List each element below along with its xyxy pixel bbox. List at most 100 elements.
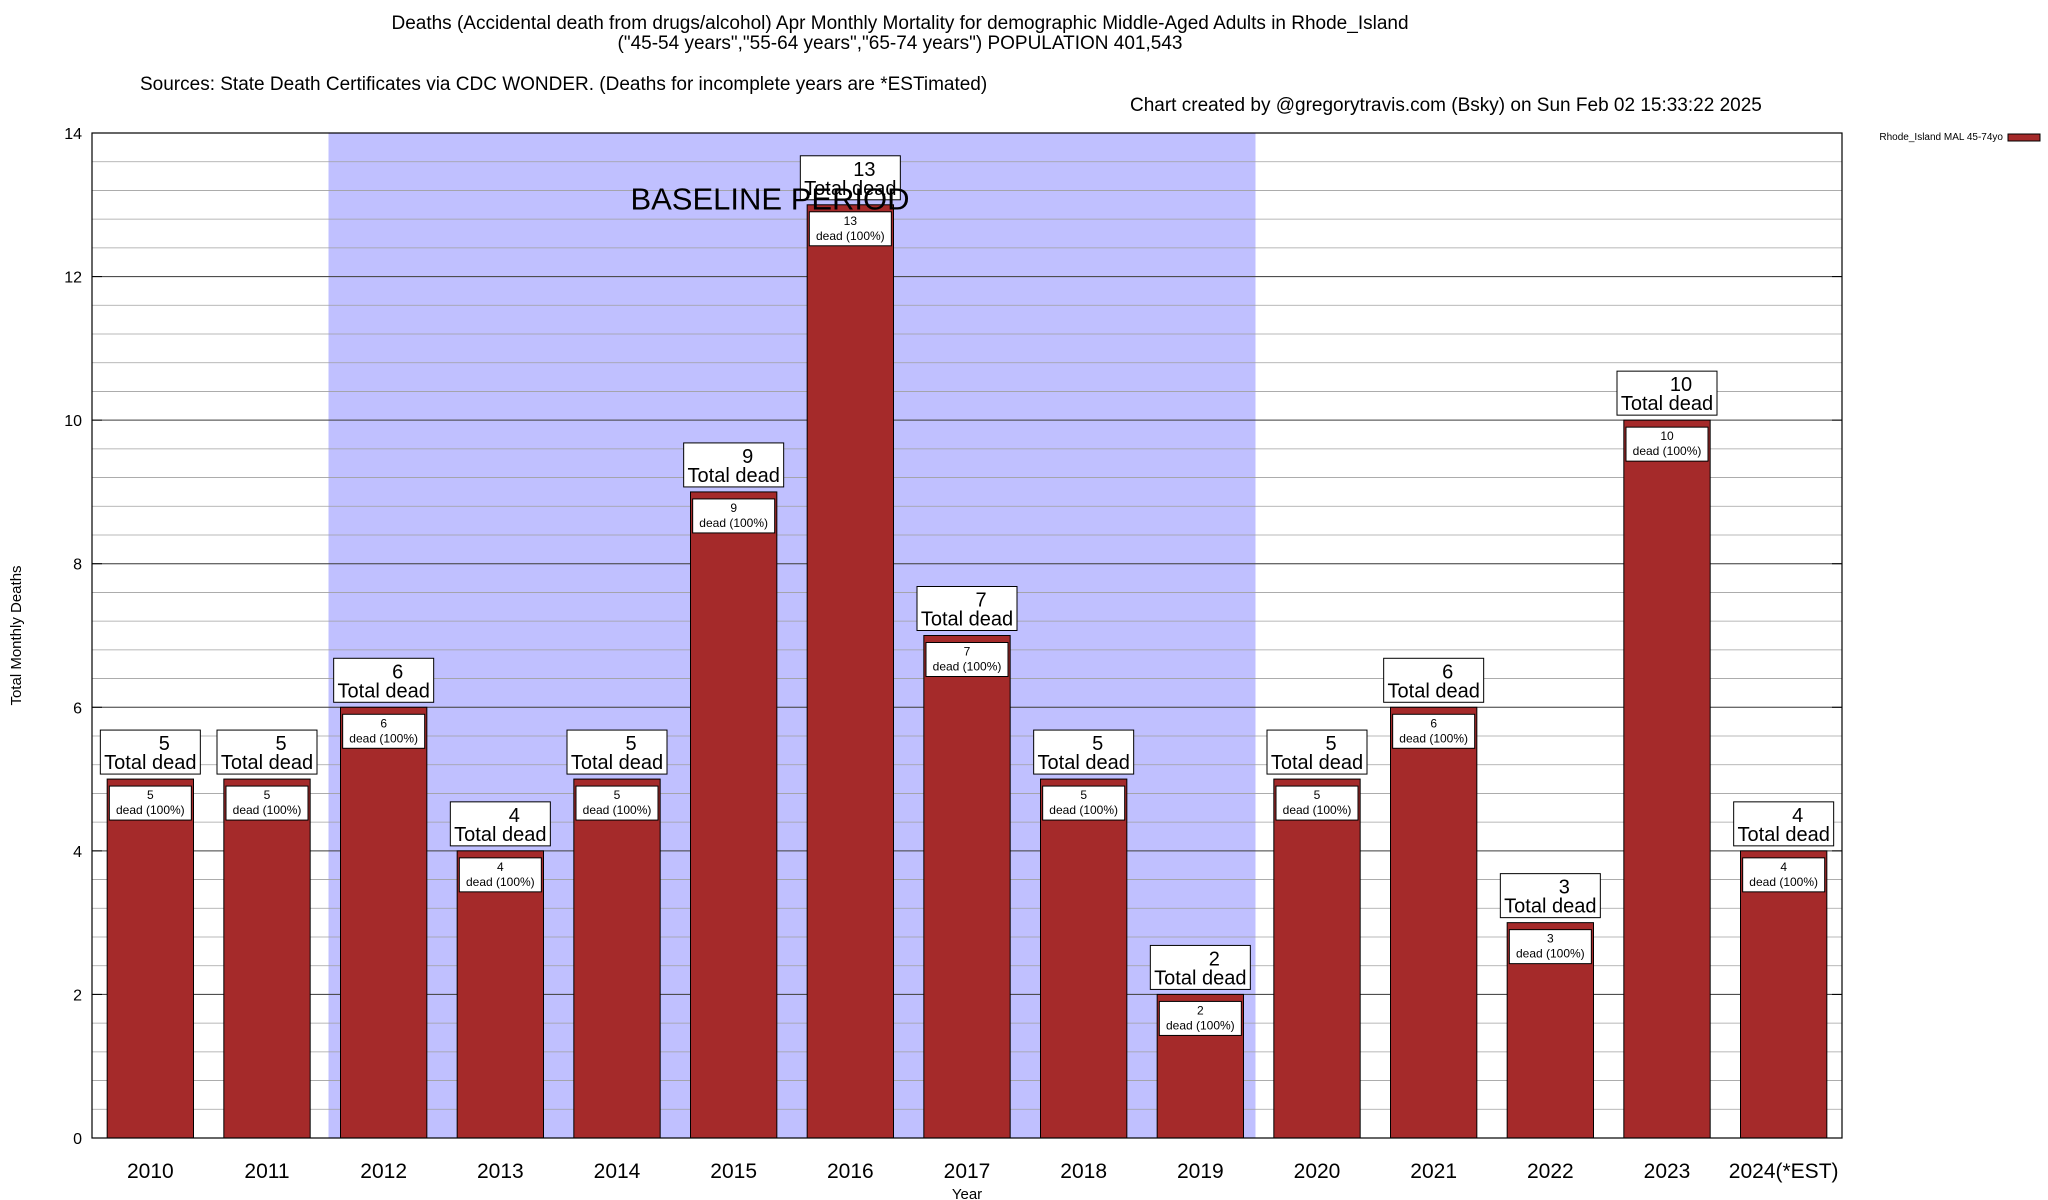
bar-inner-percent-label: dead (100%): [699, 516, 768, 530]
bar-inner-label-box: [692, 498, 776, 534]
bar: [1040, 778, 1128, 1139]
x-tick-label: 2015: [710, 1160, 757, 1183]
bar-total-label-box: [566, 729, 668, 775]
bar-total-text-label: Total dead: [104, 752, 196, 774]
bar: [340, 706, 428, 1139]
bar-inner-percent-label: dead (100%): [1049, 803, 1118, 817]
bar-inner-label-box: [1042, 785, 1126, 821]
bar: [1390, 706, 1478, 1139]
bar-inner-value-label: 7: [964, 645, 971, 659]
bar-inner-value-label: 3: [1547, 932, 1554, 946]
bar-total-value-label: 6: [392, 661, 403, 683]
bar-inner-value-label: 5: [147, 788, 154, 802]
bar-total-text-label: Total dead: [1271, 752, 1363, 774]
bar-inner-value-label: 6: [380, 716, 387, 730]
bar-inner-percent-label: dead (100%): [233, 803, 302, 817]
bar-inner-value-label: 9: [730, 501, 737, 515]
x-tick-label: 2022: [1527, 1160, 1574, 1183]
bar-total-text-label: Total dead: [221, 752, 313, 774]
bar-inner-percent-label: dead (100%): [1749, 875, 1818, 889]
bar-total-text-label: Total dead: [688, 465, 780, 487]
bar-total-text-label: Total dead: [804, 178, 896, 200]
bar-total-label-box: [216, 729, 318, 775]
x-tick-label: 2011: [244, 1160, 289, 1183]
bar-total-value-label: 10: [1670, 374, 1692, 396]
bar-inner-value-label: 6: [1430, 716, 1437, 730]
bar-total-value-label: 9: [742, 446, 753, 468]
bar-total-value-label: 13: [853, 159, 875, 181]
bar-total-value-label: 5: [1325, 733, 1336, 755]
y-tick-label: 10: [64, 413, 82, 430]
bar-total-text-label: Total dead: [921, 609, 1013, 631]
legend-swatch: [2007, 133, 2041, 142]
bar: [690, 491, 778, 1139]
y-tick-label: 8: [73, 557, 82, 574]
bar-inner-value-label: 5: [614, 788, 621, 802]
y-tick-label: 6: [73, 700, 82, 717]
bar-inner-value-label: 5: [1080, 788, 1087, 802]
bar-total-value-label: 4: [1792, 805, 1803, 827]
bar-total-value-label: 6: [1442, 661, 1453, 683]
bar-total-label-box: [916, 586, 1018, 631]
bar-inner-value-label: 2: [1197, 1003, 1204, 1017]
bar: [806, 204, 895, 1139]
bar-total-value-label: 5: [275, 733, 286, 755]
bar: [456, 850, 544, 1139]
bar-inner-percent-label: dead (100%): [1399, 731, 1468, 745]
x-tick-label: 2014: [594, 1160, 641, 1183]
x-tick-label: 2012: [360, 1160, 407, 1183]
bar-total-value-label: 5: [625, 733, 636, 755]
y-tick-label: 4: [73, 844, 82, 861]
bar-total-text-label: Total dead: [338, 680, 430, 702]
bar-total-label-box: [99, 729, 201, 775]
bar-total-text-label: Total dead: [1154, 967, 1246, 989]
bar-total-label-box: [1616, 370, 1718, 416]
bar-total-label-box: [1149, 944, 1251, 990]
x-tick-label: 2018: [1060, 1160, 1107, 1183]
chart-sources: Sources: State Death Certificates via CD…: [140, 74, 988, 95]
x-tick-label: 2021: [1410, 1160, 1457, 1183]
bar-total-label-box: [1733, 801, 1835, 847]
bar-inner-percent-label: dead (100%): [116, 803, 185, 817]
bar-inner-percent-label: dead (100%): [1283, 803, 1352, 817]
bar-total-label-box: [1266, 729, 1368, 775]
bar-total-text-label: Total dead: [1504, 896, 1596, 918]
y-tick-label: 12: [64, 270, 82, 287]
bar-inner-value-label: 4: [497, 860, 504, 874]
bar-inner-label-box: [342, 713, 426, 749]
bar-inner-label-box: [225, 785, 309, 821]
y-tick-label: 14: [64, 126, 82, 143]
bar-total-text-label: Total dead: [1388, 680, 1480, 702]
bar-inner-percent-label: dead (100%): [349, 731, 418, 745]
bar-inner-label-box: [1392, 713, 1476, 749]
bar-inner-label-box: [458, 857, 542, 893]
bar-total-label-box: [683, 442, 785, 488]
y-tick-label: 0: [73, 1131, 82, 1148]
bar: [1740, 850, 1828, 1139]
y-tick-label: 2: [73, 987, 82, 1004]
plot-frame: [91, 132, 1843, 1139]
bar: [573, 778, 661, 1139]
bar-inner-label-box: [1508, 929, 1592, 965]
y-axis-label: Total Monthly Deaths: [8, 565, 25, 705]
bar-total-text-label: Total dead: [1038, 752, 1130, 774]
bar: [1623, 419, 1711, 1139]
bar-total-label-box: [1033, 729, 1135, 775]
x-tick-label: 2024(*EST): [1729, 1160, 1839, 1183]
bar-total-label-box: [1383, 657, 1485, 703]
bar-total-label-box: [449, 801, 551, 847]
bar: [1273, 778, 1361, 1139]
bar-total-text-label: Total dead: [571, 752, 663, 774]
bar-inner-value-label: 5: [1314, 788, 1321, 802]
bar: [923, 635, 1011, 1139]
bar-total-value-label: 5: [159, 733, 170, 755]
bar-total-label-box: [333, 657, 435, 703]
bar: [223, 778, 311, 1139]
x-axis-label: Year: [952, 1186, 982, 1200]
bar-inner-percent-label: dead (100%): [466, 875, 535, 889]
bar-inner-value-label: 10: [1660, 429, 1674, 443]
x-tick-label: 2013: [477, 1160, 524, 1183]
bar-inner-label-box: [575, 785, 659, 821]
